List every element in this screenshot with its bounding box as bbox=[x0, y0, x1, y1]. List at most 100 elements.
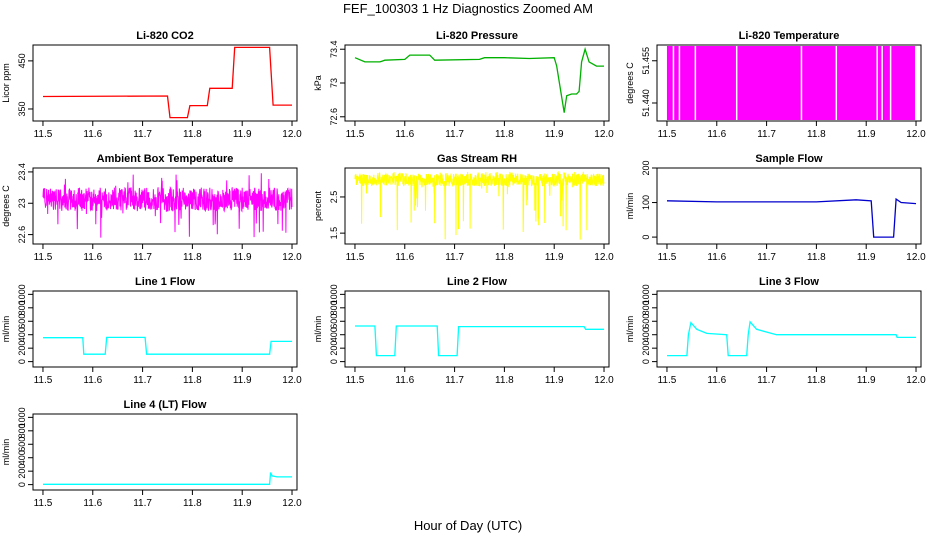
panel-title: Line 1 Flow bbox=[135, 276, 195, 288]
panel-1: Li-820 CO2 Licor ppm 11.5 11.6 11.7 11.8 11.9 1… bbox=[1, 30, 302, 140]
panel-frame bbox=[32, 290, 298, 368]
x-tick-label: 11.8 bbox=[807, 129, 826, 140]
x-tick-label: 11.7 bbox=[133, 375, 152, 386]
x-tick-label: 11.5 bbox=[346, 129, 365, 140]
y-tick-label: 600 bbox=[329, 314, 339, 329]
x-tick-label: 11.6 bbox=[395, 375, 414, 386]
panel-ylabel: degrees C bbox=[625, 62, 635, 104]
y-tick-label: 400 bbox=[641, 327, 651, 342]
panel-frame bbox=[344, 167, 610, 245]
x-tick-label: 11.5 bbox=[658, 252, 677, 263]
y-tick-label: 800 bbox=[17, 423, 27, 438]
panel-ylabel: degrees C bbox=[1, 185, 11, 227]
panel-frame bbox=[32, 167, 298, 245]
x-tick-label: 12.0 bbox=[906, 252, 926, 263]
x-tick-label: 11.8 bbox=[495, 252, 514, 263]
y-tick-label: 72.6 bbox=[329, 108, 339, 126]
x-tick-label: 11.5 bbox=[34, 129, 53, 140]
x-tick-label: 11.6 bbox=[83, 498, 102, 509]
y-tick-label: 51.440 bbox=[641, 89, 651, 117]
y-tick-label: 0 bbox=[641, 235, 651, 240]
panel-title: Ambient Box Temperature bbox=[97, 153, 234, 165]
x-tick-label: 11.9 bbox=[545, 129, 564, 140]
y-tick-label: 1000 bbox=[329, 284, 339, 304]
y-tick-label: 0 bbox=[641, 359, 651, 364]
y-tick-label: 800 bbox=[641, 300, 651, 315]
panel-ylabel: percent bbox=[313, 190, 323, 221]
panel-ylabel: ml/min bbox=[1, 316, 11, 343]
panel-ylabel: ml/min bbox=[625, 316, 635, 343]
x-tick-label: 11.7 bbox=[445, 129, 464, 140]
panel-title: Li-820 Pressure bbox=[436, 30, 518, 42]
x-tick-label: 11.5 bbox=[658, 375, 677, 386]
panel-title: Gas Stream RH bbox=[437, 153, 517, 165]
plot-area bbox=[42, 173, 293, 238]
panel-frame bbox=[344, 290, 610, 368]
x-tick-label: 12.0 bbox=[282, 375, 302, 386]
x-tick-label: 11.9 bbox=[233, 498, 252, 509]
y-tick-label: 22.6 bbox=[17, 226, 27, 244]
x-tick-label: 11.9 bbox=[545, 252, 564, 263]
y-tick-label: 600 bbox=[17, 437, 27, 452]
x-tick-label: 12.0 bbox=[906, 129, 926, 140]
y-tick-label: 0 bbox=[17, 359, 27, 364]
panel-8: Line 2 Flow ml/min 11.5 11.6 11.7 11.8 11.9 12.… bbox=[313, 276, 614, 386]
x-tick-label: 11.5 bbox=[34, 498, 53, 509]
x-tick-label: 11.7 bbox=[133, 498, 152, 509]
panel-title: Li-820 Temperature bbox=[739, 30, 840, 42]
x-tick-label: 11.7 bbox=[133, 252, 152, 263]
y-tick-label: 350 bbox=[17, 101, 27, 116]
x-tick-label: 12.0 bbox=[906, 375, 926, 386]
x-tick-label: 11.9 bbox=[233, 252, 252, 263]
y-tick-label: 73 bbox=[329, 78, 339, 88]
plot-area bbox=[666, 197, 917, 238]
y-tick-label: 23.4 bbox=[17, 163, 27, 181]
panel-6: Sample Flow ml/min 11.5 11.6 11.7 11.8 11.9 12.… bbox=[625, 153, 926, 263]
x-tick-label: 12.0 bbox=[282, 252, 302, 263]
x-tick-label: 11.6 bbox=[83, 252, 102, 263]
y-tick-label: 200 bbox=[329, 341, 339, 356]
x-tick-label: 11.7 bbox=[445, 375, 464, 386]
x-tick-label: 11.8 bbox=[495, 129, 514, 140]
series-line bbox=[43, 336, 292, 355]
x-tick-label: 11.8 bbox=[807, 375, 826, 386]
x-tick-label: 12.0 bbox=[594, 129, 614, 140]
y-tick-label: 600 bbox=[641, 314, 651, 329]
y-tick-label: 2.5 bbox=[329, 191, 339, 204]
y-tick-label: 400 bbox=[17, 327, 27, 342]
y-tick-label: 51.455 bbox=[641, 47, 651, 75]
x-tick-label: 11.8 bbox=[183, 129, 202, 140]
panel-4: Ambient Box Temperature degrees C 11.5 11.6… bbox=[1, 153, 302, 263]
x-tick-label: 11.6 bbox=[395, 129, 414, 140]
figure-title: FEF_100303 1 Hz Diagnostics Zoomed AM bbox=[342, 1, 593, 16]
panel-title: Line 3 Flow bbox=[759, 276, 819, 288]
x-tick-label: 12.0 bbox=[594, 375, 614, 386]
series-line bbox=[354, 46, 604, 113]
figure-xlabel: Hour of Day (UTC) bbox=[413, 518, 523, 533]
x-tick-label: 11.5 bbox=[346, 252, 365, 263]
x-tick-label: 11.9 bbox=[857, 129, 876, 140]
series-line bbox=[43, 472, 292, 485]
panel-7: Line 1 Flow ml/min 11.5 11.6 11.7 11.8 11.9 12.… bbox=[1, 276, 302, 386]
plot-area bbox=[43, 336, 292, 355]
x-tick-label: 11.9 bbox=[857, 375, 876, 386]
x-tick-label: 11.7 bbox=[757, 129, 776, 140]
panel-2: Li-820 Pressure kPa 11.5 11.6 11.7 11.8 11.9 12… bbox=[313, 30, 614, 140]
series-line bbox=[667, 320, 916, 357]
y-tick-label: 1000 bbox=[17, 284, 27, 304]
x-tick-label: 11.9 bbox=[233, 129, 252, 140]
x-tick-label: 11.6 bbox=[707, 129, 726, 140]
x-tick-label: 11.6 bbox=[707, 252, 726, 263]
plot-area bbox=[667, 320, 916, 357]
x-tick-label: 11.7 bbox=[757, 375, 776, 386]
x-tick-label: 11.7 bbox=[757, 252, 776, 263]
x-tick-label: 11.7 bbox=[445, 252, 464, 263]
y-tick-label: 450 bbox=[17, 53, 27, 68]
y-tick-label: 400 bbox=[329, 327, 339, 342]
plot-area bbox=[354, 46, 604, 113]
plot-area bbox=[42, 46, 292, 119]
series-line bbox=[666, 197, 917, 238]
y-tick-label: 800 bbox=[17, 300, 27, 315]
x-tick-label: 11.8 bbox=[183, 252, 202, 263]
